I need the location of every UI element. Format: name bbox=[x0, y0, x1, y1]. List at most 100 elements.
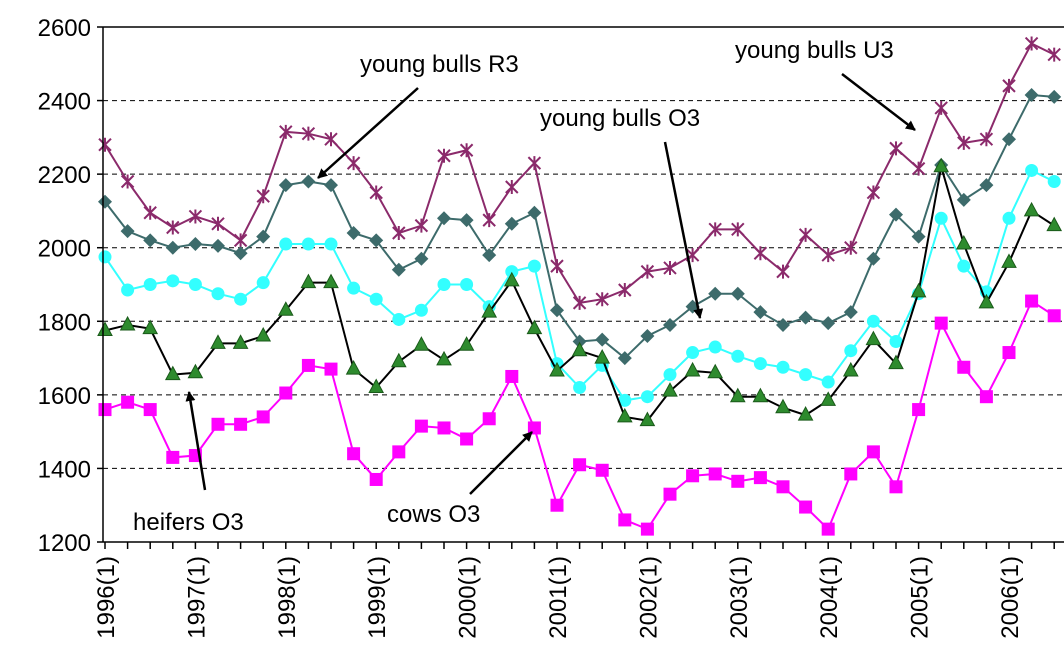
marker bbox=[437, 211, 451, 226]
marker bbox=[278, 178, 293, 193]
marker bbox=[143, 233, 158, 248]
x-tick-label: 1997(1) bbox=[183, 556, 210, 639]
marker bbox=[595, 332, 610, 347]
marker bbox=[708, 222, 722, 237]
marker bbox=[414, 218, 429, 233]
marker bbox=[934, 211, 948, 225]
annotation: young bulls R3 bbox=[360, 51, 519, 78]
marker bbox=[279, 237, 293, 251]
marker bbox=[707, 363, 724, 379]
marker bbox=[933, 157, 950, 173]
marker bbox=[844, 467, 858, 481]
marker bbox=[752, 387, 769, 403]
marker bbox=[821, 522, 835, 536]
marker bbox=[323, 273, 339, 289]
marker bbox=[571, 341, 588, 357]
arrow bbox=[317, 87, 419, 179]
marker bbox=[820, 391, 837, 406]
marker bbox=[166, 274, 180, 288]
marker bbox=[279, 124, 293, 139]
marker bbox=[459, 213, 474, 228]
marker bbox=[640, 522, 654, 536]
marker bbox=[391, 262, 406, 277]
marker bbox=[776, 480, 790, 494]
marker bbox=[663, 317, 677, 332]
marker bbox=[505, 369, 519, 383]
marker bbox=[934, 316, 948, 330]
marker bbox=[482, 412, 496, 426]
marker bbox=[97, 321, 113, 336]
series bbox=[98, 88, 1062, 366]
x-tick-label: 2002(1) bbox=[635, 556, 662, 639]
marker bbox=[1002, 346, 1016, 360]
marker bbox=[662, 382, 678, 397]
axes: 1200 1400 1600 1800 2000 2200 2400 2600 1996(1) 1… bbox=[38, 15, 1064, 639]
marker bbox=[572, 295, 587, 310]
marker bbox=[458, 336, 475, 351]
marker bbox=[731, 349, 745, 363]
marker bbox=[437, 421, 451, 435]
marker bbox=[686, 469, 700, 483]
marker bbox=[211, 238, 225, 253]
marker bbox=[143, 403, 157, 417]
marker bbox=[889, 141, 903, 156]
series bbox=[98, 294, 1061, 536]
marker bbox=[910, 282, 927, 298]
marker bbox=[729, 387, 746, 403]
marker bbox=[324, 178, 338, 193]
marker bbox=[799, 368, 813, 382]
arrow bbox=[663, 141, 704, 319]
marker bbox=[301, 237, 315, 251]
marker bbox=[640, 264, 655, 279]
marker bbox=[279, 386, 293, 400]
marker bbox=[120, 224, 135, 239]
marker bbox=[911, 161, 926, 176]
arrow bbox=[185, 391, 207, 491]
marker bbox=[369, 292, 383, 306]
y-tick-label: 2600 bbox=[38, 15, 91, 42]
marker bbox=[119, 315, 136, 331]
marker bbox=[1046, 216, 1063, 232]
marker bbox=[210, 334, 226, 349]
marker bbox=[956, 192, 971, 207]
marker bbox=[1024, 88, 1039, 103]
marker bbox=[165, 240, 180, 255]
marker bbox=[550, 303, 564, 318]
marker bbox=[505, 180, 519, 195]
marker bbox=[346, 226, 361, 240]
x-tick-label: 2003(1) bbox=[726, 556, 753, 639]
marker bbox=[369, 233, 384, 248]
marker bbox=[594, 349, 611, 364]
marker bbox=[1001, 253, 1017, 268]
marker bbox=[616, 407, 633, 423]
marker bbox=[889, 480, 903, 494]
marker bbox=[324, 132, 338, 147]
marker bbox=[233, 246, 248, 261]
marker bbox=[934, 100, 948, 115]
marker bbox=[232, 334, 249, 349]
marker bbox=[460, 278, 474, 291]
marker bbox=[1047, 175, 1061, 188]
marker bbox=[301, 126, 316, 141]
marker bbox=[1023, 201, 1040, 217]
marker bbox=[550, 259, 564, 274]
marker bbox=[842, 361, 859, 377]
marker bbox=[143, 278, 157, 291]
marker bbox=[460, 432, 474, 446]
marker bbox=[821, 375, 835, 389]
marker bbox=[504, 216, 519, 231]
marker bbox=[233, 233, 248, 248]
marker bbox=[277, 301, 294, 316]
arrow bbox=[469, 431, 533, 495]
annotation: heifers O3 bbox=[133, 509, 244, 536]
marker bbox=[211, 216, 225, 231]
marker bbox=[347, 447, 361, 461]
marker bbox=[753, 357, 767, 371]
marker bbox=[527, 156, 542, 171]
marker bbox=[98, 137, 112, 152]
series-line bbox=[104, 42, 1055, 304]
marker bbox=[1047, 47, 1061, 62]
marker bbox=[889, 335, 903, 349]
marker bbox=[708, 340, 722, 354]
marker bbox=[798, 227, 813, 242]
